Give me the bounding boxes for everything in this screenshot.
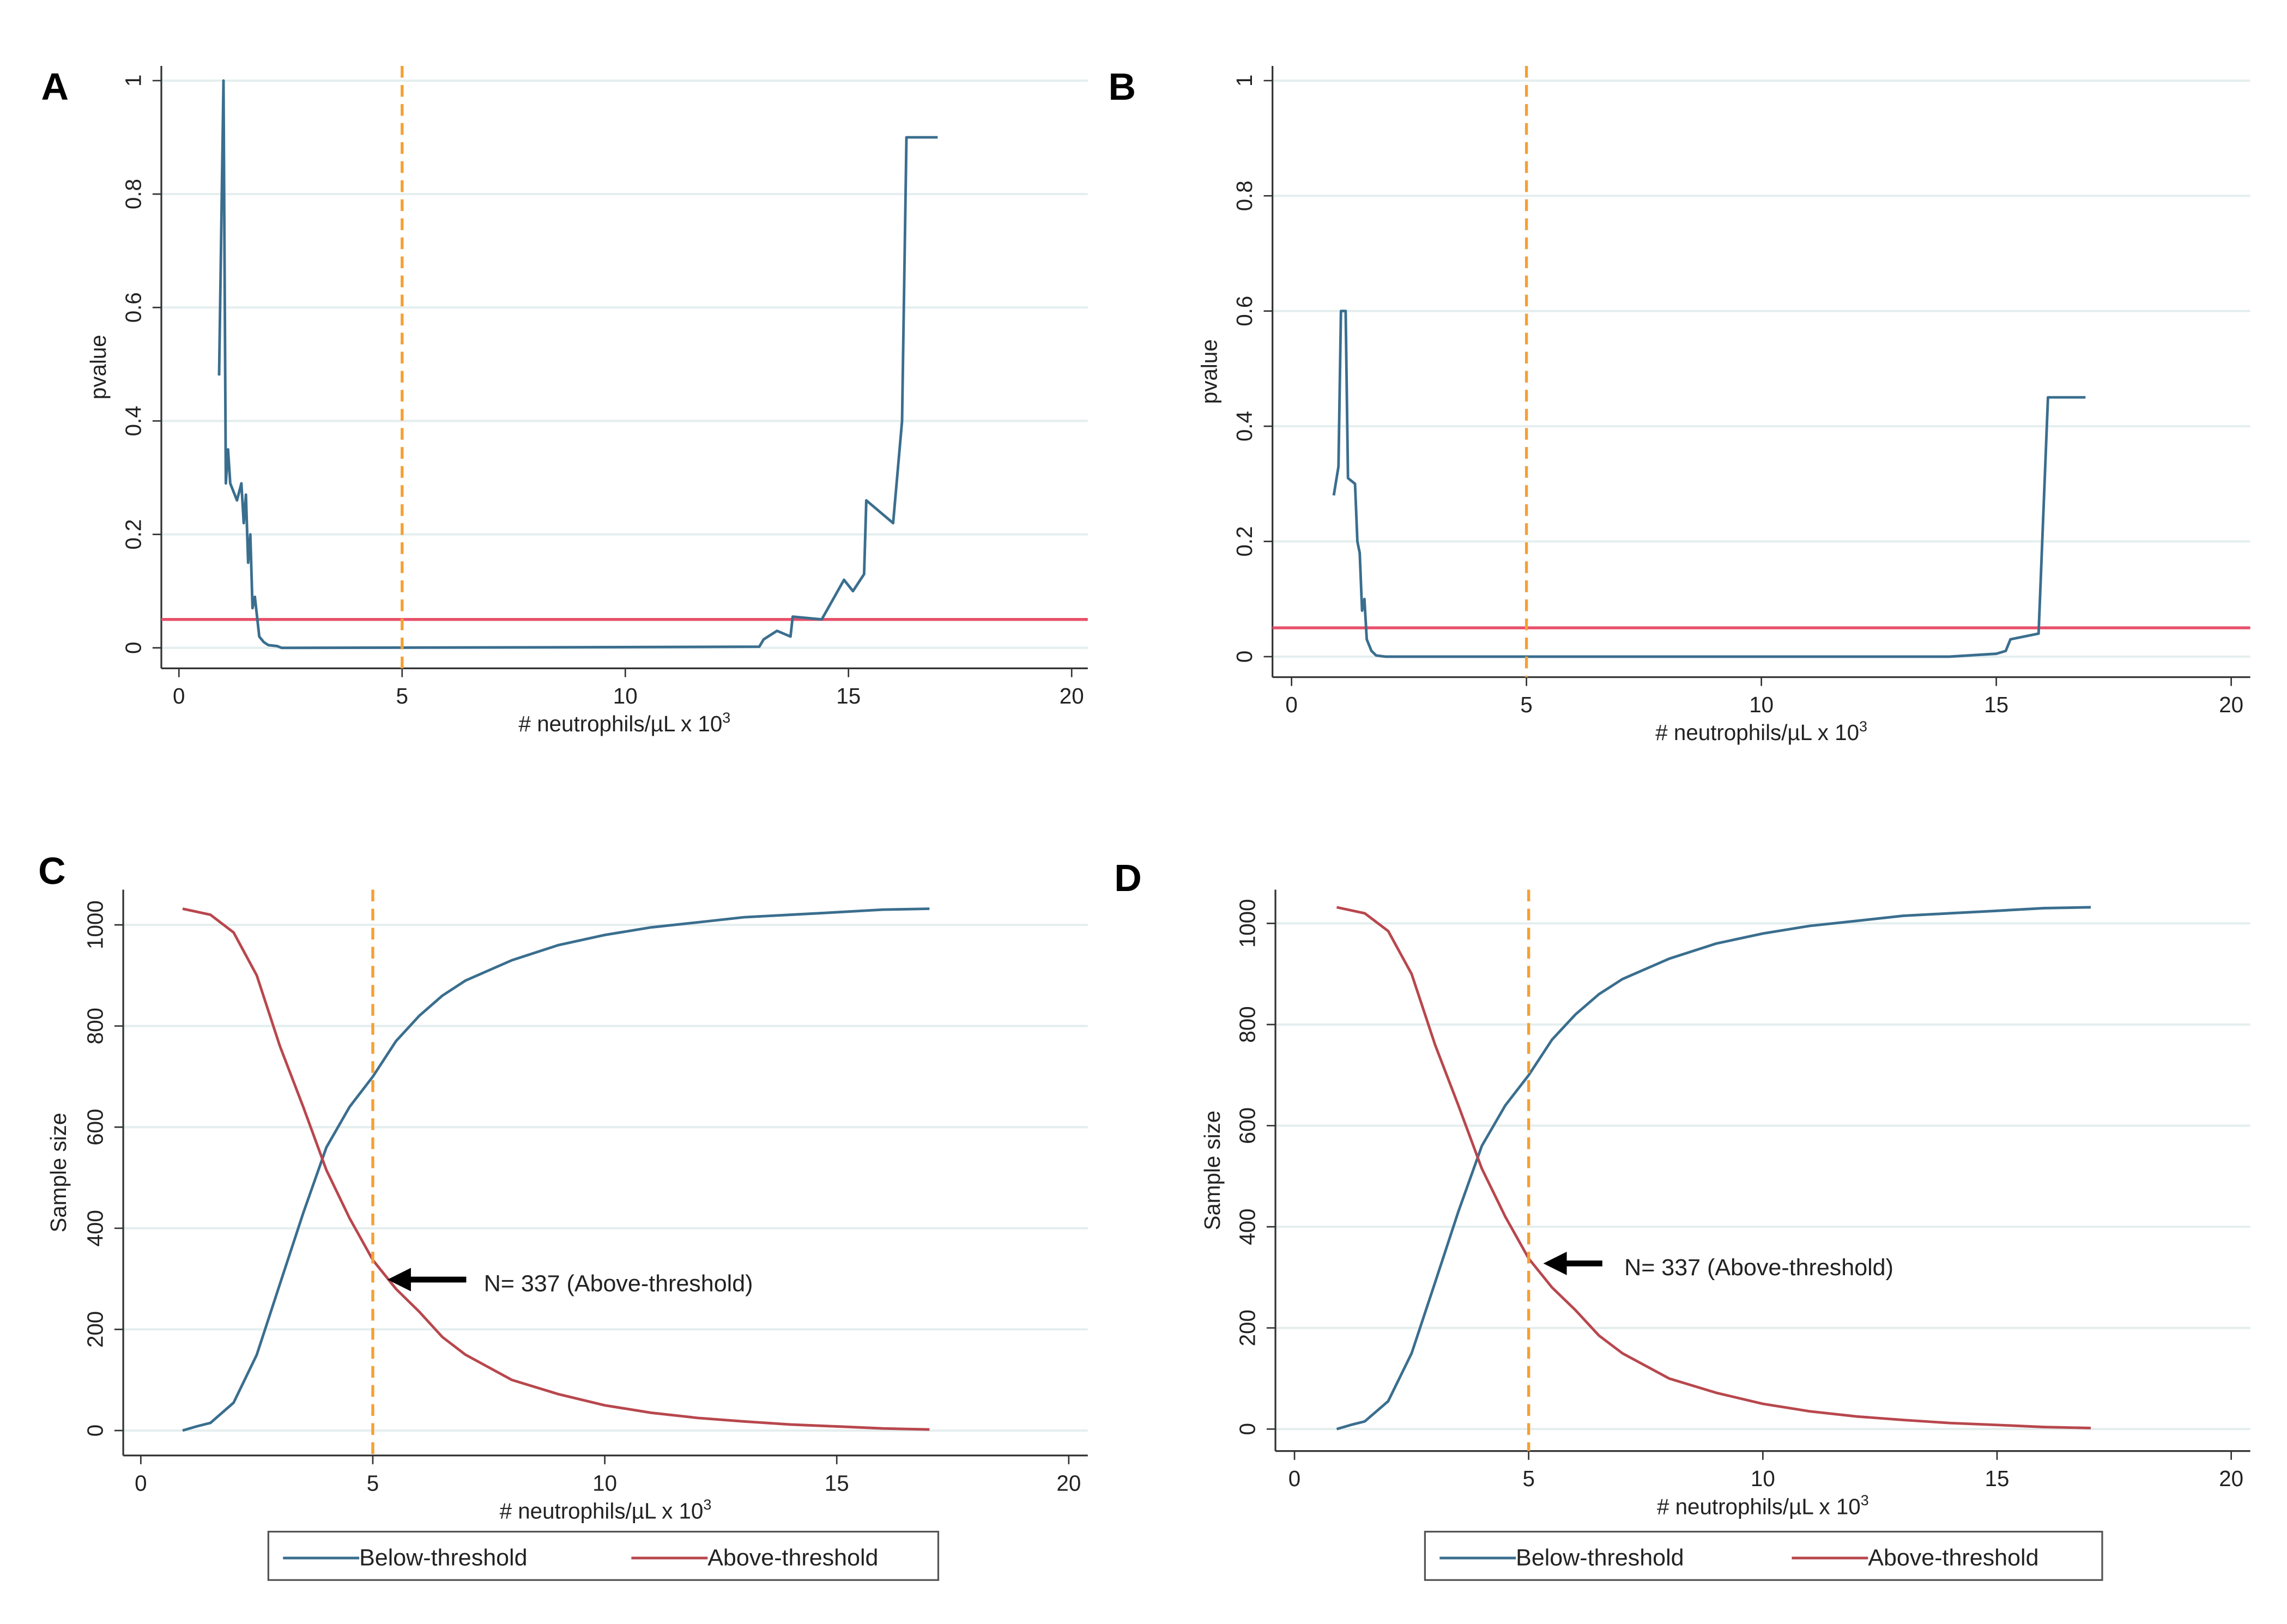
y-tick-label: 800 <box>1235 1006 1260 1043</box>
y-tick-label: 800 <box>82 1008 107 1044</box>
annotation-text: N= 337 (Above-threshold) <box>1624 1255 1893 1281</box>
x-tick-label: 0 <box>1285 692 1297 717</box>
x-axis-label: # neutrophils/µL x 103 <box>500 1496 712 1523</box>
y-axis-label: Sample size <box>46 1113 71 1233</box>
y-tick-label: 0 <box>82 1425 107 1437</box>
panel-label: A <box>41 65 68 108</box>
series-line-below-threshold <box>1336 906 2091 1431</box>
y-axis-label: pvalue <box>86 335 111 399</box>
y-tick-label: 400 <box>1235 1208 1260 1245</box>
x-tick-label: 5 <box>367 1470 379 1495</box>
y-tick-label: 0.8 <box>1232 180 1257 211</box>
x-axis-label: # neutrophils/µL x 103 <box>1655 718 1867 745</box>
x-tick-label: 10 <box>592 1470 617 1495</box>
y-tick-label: 0.6 <box>1232 296 1257 326</box>
x-tick-label: 15 <box>825 1470 849 1495</box>
x-tick-label: 20 <box>1056 1470 1081 1495</box>
x-tick-label: 15 <box>836 683 861 708</box>
y-tick-label: 1 <box>1232 75 1257 87</box>
y-tick-label: 200 <box>82 1311 107 1348</box>
x-tick-label: 5 <box>1520 692 1532 717</box>
x-axis-label: # neutrophils/µL x 103 <box>519 710 731 736</box>
x-tick-label: 0 <box>135 1470 147 1495</box>
y-tick-label: 0 <box>1235 1423 1260 1435</box>
legend-label: Above-threshold <box>1868 1544 2038 1571</box>
panel-label: B <box>1108 65 1135 108</box>
y-tick-label: 0.4 <box>1232 411 1257 441</box>
series-line-above-threshold <box>1336 906 2091 1429</box>
panel-a: A00.20.40.60.810 5 10 15 20# neutrophils/µL … <box>41 65 1088 736</box>
panel-b: B00.20.40.60.810 5 10 15 20# neutrophils/µL … <box>1108 65 2250 745</box>
y-tick-label: 1000 <box>1235 899 1260 948</box>
x-tick-label: 10 <box>613 683 638 708</box>
y-tick-label: 0 <box>120 642 146 654</box>
legend: Below-threshold Above-threshold <box>1424 1530 2103 1581</box>
x-axis-label-superscript: 3 <box>1859 718 1867 735</box>
arrow-head-icon <box>1543 1251 1567 1275</box>
legend: Below-threshold Above-threshold <box>267 1530 940 1581</box>
x-tick-label: 20 <box>2219 1466 2243 1491</box>
y-tick-label: 0.8 <box>120 179 146 209</box>
legend-label: Below-threshold <box>1516 1544 1684 1571</box>
x-axis-label-superscript: 3 <box>722 710 730 726</box>
x-axis-label-superscript: 3 <box>1861 1492 1869 1508</box>
y-tick-label: 1000 <box>82 900 107 949</box>
x-tick-label: 20 <box>1060 683 1084 708</box>
x-axis-label-superscript: 3 <box>703 1496 711 1513</box>
series-line-pvalue <box>1332 310 2086 658</box>
x-tick-label: 0 <box>1288 1466 1300 1491</box>
panel-label: C <box>38 850 65 892</box>
y-axis-label: pvalue <box>1196 339 1221 404</box>
annotation-text: N= 337 (Above-threshold) <box>484 1270 753 1296</box>
y-tick-label: 0 <box>1232 651 1257 663</box>
y-tick-label: 1 <box>120 75 146 87</box>
panel-c: C 0 200 400 600 800 1000 0 5 10 15 20 # neutrophils/… <box>38 850 1088 1581</box>
x-tick-label: 15 <box>1984 692 2008 717</box>
series-line-above-threshold <box>182 907 930 1431</box>
y-tick-label: 600 <box>1235 1107 1260 1144</box>
x-axis-label: # neutrophils/µL x 103 <box>1657 1492 1869 1519</box>
legend-box <box>267 1530 940 1581</box>
y-tick-label: 0.4 <box>120 405 146 436</box>
series-line-pvalue <box>217 79 938 650</box>
y-axis-label: Sample size <box>1200 1111 1225 1231</box>
x-tick-label: 5 <box>1522 1466 1534 1491</box>
legend-box <box>1424 1530 2103 1581</box>
arrow-head-icon <box>387 1268 411 1292</box>
x-tick-label: 5 <box>396 683 408 708</box>
panel-label: D <box>1114 857 1141 899</box>
y-tick-label: 0.2 <box>120 519 146 550</box>
x-tick-label: 0 <box>173 683 185 708</box>
y-tick-label: 0.2 <box>1232 526 1257 556</box>
x-tick-label: 20 <box>2219 692 2243 717</box>
series-line-below-threshold <box>182 907 930 1432</box>
y-tick-label: 600 <box>82 1109 107 1146</box>
x-tick-label: 15 <box>1985 1466 2010 1491</box>
y-tick-label: 200 <box>1235 1310 1260 1346</box>
y-tick-label: 400 <box>82 1210 107 1246</box>
x-tick-label: 10 <box>1749 692 1774 717</box>
panel-d: D 0 200 400 600 800 1000 0 5 10 15 20 # neutrophils/… <box>1114 857 2250 1581</box>
legend-label: Above-threshold <box>707 1544 878 1571</box>
y-tick-label: 0.6 <box>120 292 146 323</box>
x-tick-label: 10 <box>1751 1466 1775 1491</box>
legend-label: Below-threshold <box>359 1544 527 1571</box>
